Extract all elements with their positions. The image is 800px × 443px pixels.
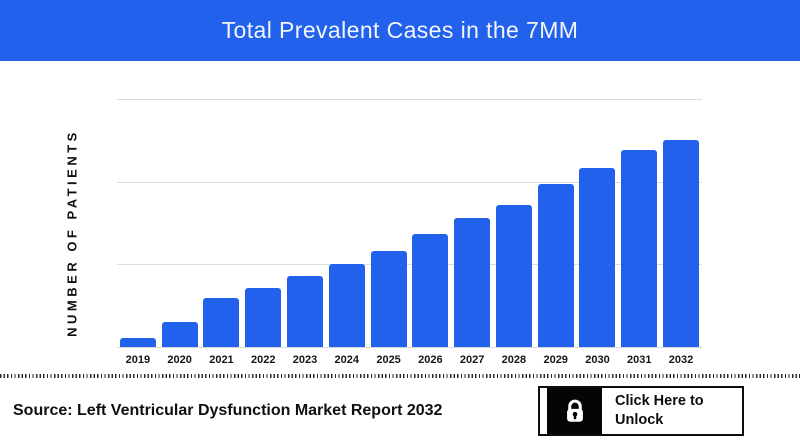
lock-icon xyxy=(547,387,602,434)
unlock-button[interactable]: Click Here to Unlock xyxy=(538,385,744,436)
gridline xyxy=(117,264,702,265)
x-axis-tick-label: 2029 xyxy=(543,354,568,366)
x-axis-tick-label: 2030 xyxy=(585,354,610,366)
x-axis-tick-label: 2031 xyxy=(627,354,652,366)
bar-2027 xyxy=(454,218,491,347)
source-note: Source: Left Ventricular Dysfunction Mar… xyxy=(13,401,443,419)
bar-column: 2030 xyxy=(577,99,619,367)
bar-2028 xyxy=(495,205,532,347)
x-axis-tick-label: 2025 xyxy=(376,354,401,366)
bar-column: 2026 xyxy=(409,99,451,367)
footer: Source: Left Ventricular Dysfunction Mar… xyxy=(0,378,800,443)
bar-2030 xyxy=(579,168,616,347)
bar-column: 2024 xyxy=(326,99,368,367)
page-title: Total Prevalent Cases in the 7MM xyxy=(221,17,579,43)
bar-column: 2028 xyxy=(493,99,535,367)
bars-row: 2019 2020 2021 2022 2023 2024 2025 2026 2027 2028… xyxy=(117,99,702,367)
x-axis-tick-label: 2027 xyxy=(459,354,485,366)
bar-column: 2020 xyxy=(159,99,201,367)
gridline xyxy=(117,182,702,183)
gridlines xyxy=(117,99,702,348)
dotted-divider xyxy=(0,374,800,378)
x-axis-tick-label: 2032 xyxy=(668,354,694,366)
y-axis-label: NUMBER OF PATIENTS xyxy=(64,129,80,337)
bar-column: 2029 xyxy=(535,99,577,367)
x-axis-baseline xyxy=(117,347,702,348)
x-axis-tick-label: 2023 xyxy=(292,354,318,366)
unlock-button-label: Click Here to Unlock xyxy=(615,392,704,428)
bar-2025 xyxy=(370,251,407,347)
bar-column: 2019 xyxy=(117,99,159,367)
bar-column: 2022 xyxy=(242,99,284,367)
bar-2026 xyxy=(412,234,449,347)
bar-2023 xyxy=(287,276,324,347)
plot-area: 2019 2020 2021 2022 2023 2024 2025 2026 2027 2028… xyxy=(117,99,702,367)
bar-column: 2031 xyxy=(618,99,660,367)
bar-2022 xyxy=(245,288,282,347)
bar-2024 xyxy=(328,264,365,347)
x-axis-tick-label: 2020 xyxy=(167,354,192,366)
x-axis-tick-label: 2022 xyxy=(250,354,276,366)
bar-2031 xyxy=(621,150,658,347)
x-axis-tick-label: 2021 xyxy=(209,354,234,366)
bar-column: 2032 xyxy=(660,99,702,367)
bar-column: 2021 xyxy=(201,99,243,367)
x-axis-tick-label: 2019 xyxy=(125,354,151,366)
bar-column: 2025 xyxy=(368,99,410,367)
bar-2032 xyxy=(663,140,700,347)
header-banner: Total Prevalent Cases in the 7MM xyxy=(0,0,800,61)
bar-2021 xyxy=(203,298,240,347)
gridline xyxy=(117,99,702,100)
bar-column: 2027 xyxy=(451,99,493,367)
x-axis-tick-label: 2026 xyxy=(418,354,443,366)
bar-2019 xyxy=(119,338,156,347)
bar-column: 2023 xyxy=(284,99,326,367)
x-axis-tick-label: 2024 xyxy=(334,354,360,366)
bar-2029 xyxy=(537,184,574,347)
bar-2020 xyxy=(161,322,198,347)
x-axis-tick-label: 2028 xyxy=(501,354,527,366)
bar-chart: NUMBER OF PATIENTS 2019 2020 2021 2022 2023 2… xyxy=(0,61,800,374)
